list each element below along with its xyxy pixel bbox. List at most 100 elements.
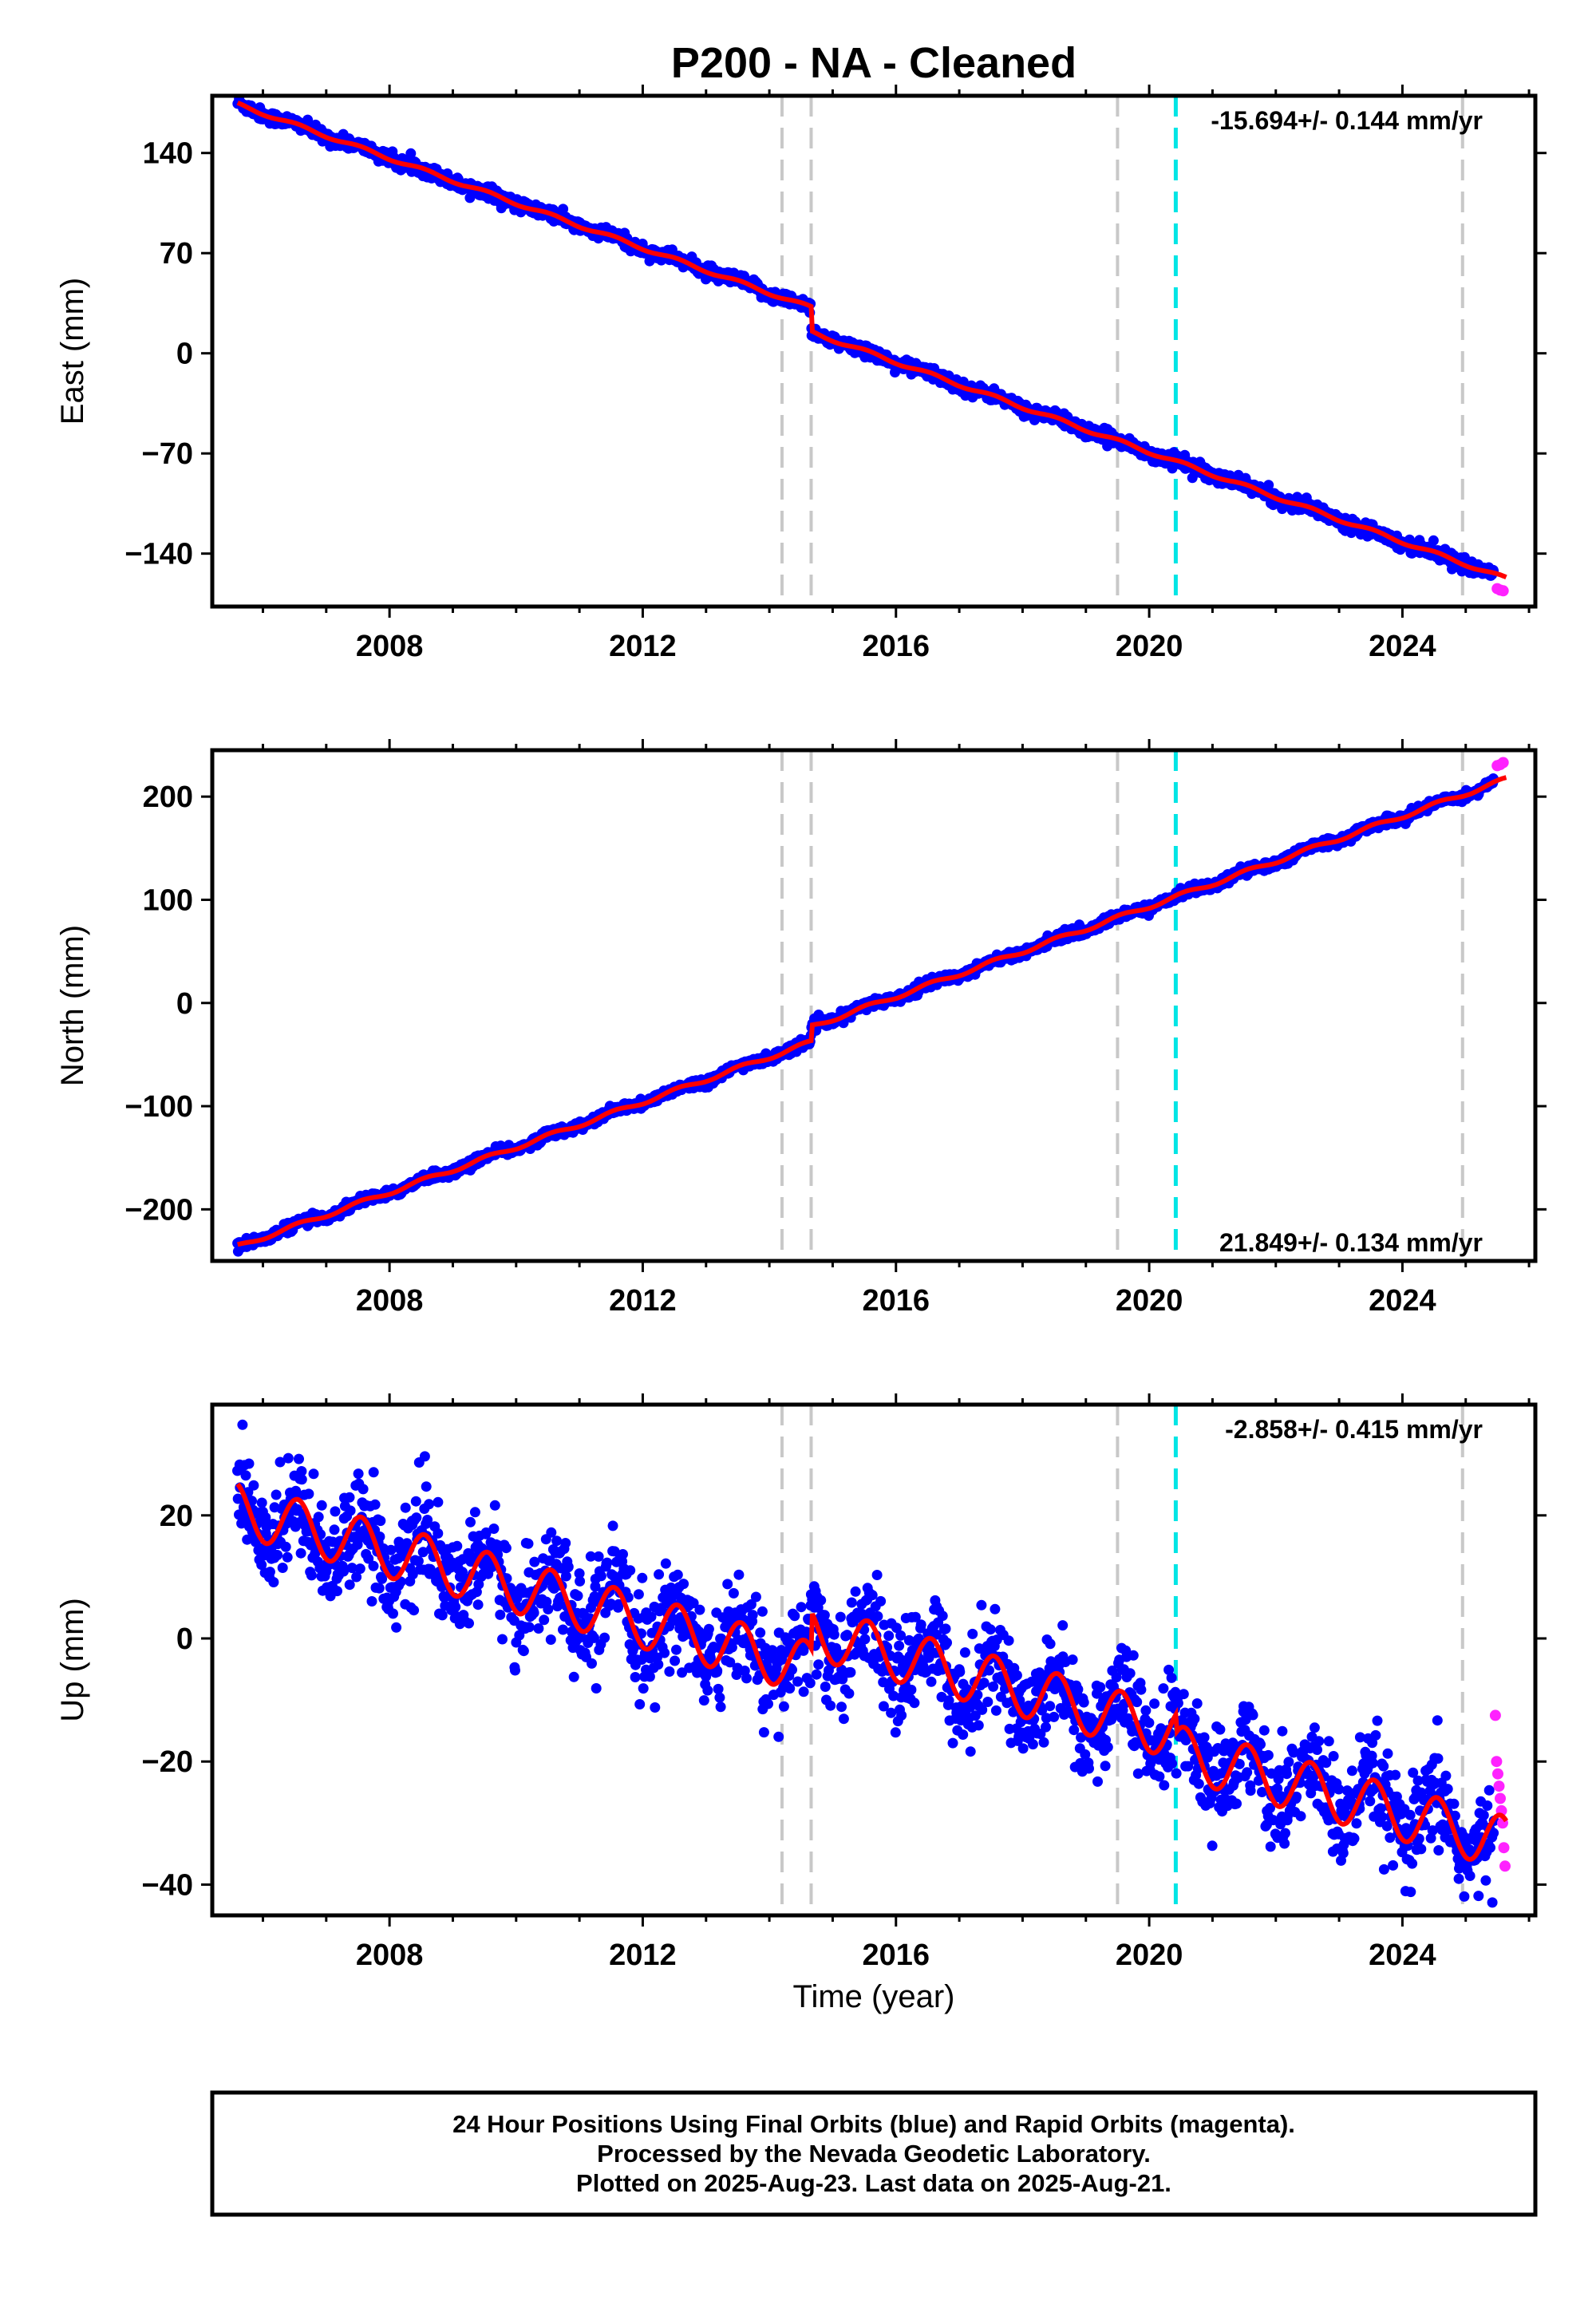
- up-data-point: [303, 1488, 314, 1500]
- up-data-point: [792, 1676, 804, 1687]
- up-data-point: [634, 1699, 646, 1709]
- figure-title: P200 - NA - Cleaned: [671, 39, 1077, 87]
- north-event-lines: [780, 750, 1464, 1261]
- up-data-point: [489, 1500, 500, 1511]
- up-data-point: [377, 1573, 388, 1584]
- up-data-point: [825, 1700, 836, 1711]
- up-data-point: [272, 1550, 283, 1560]
- up-data-point: [344, 1492, 355, 1503]
- up-data-point: [425, 1563, 436, 1575]
- up-data-point: [518, 1646, 529, 1657]
- up-data-point: [838, 1713, 849, 1725]
- up-data-point: [660, 1558, 671, 1569]
- up-data-point: [480, 1527, 492, 1538]
- east-x-tick-label: 2008: [356, 630, 424, 663]
- up-data-point: [633, 1589, 644, 1600]
- up-data-point: [358, 1484, 369, 1495]
- up-data-point: [411, 1512, 422, 1524]
- up-data-point: [243, 1458, 255, 1469]
- up-data-point: [450, 1602, 461, 1613]
- north-y-tick-label: 0: [176, 987, 193, 1021]
- up-data-point: [784, 1683, 796, 1694]
- up-data-point: [702, 1685, 713, 1696]
- up-data-point: [745, 1599, 757, 1610]
- up-data-point: [352, 1539, 363, 1550]
- up-data-point: [688, 1598, 699, 1609]
- up-data-point: [872, 1611, 883, 1622]
- up-data-point: [268, 1577, 279, 1587]
- up-data-point: [388, 1608, 398, 1619]
- up-data-point: [400, 1502, 411, 1513]
- north-rapid-points: [1491, 757, 1509, 772]
- up-data-point: [671, 1644, 681, 1655]
- north-plot-frame: [210, 748, 1538, 1263]
- up-data-point: [464, 1618, 474, 1629]
- east-y-tick-label: 70: [160, 237, 193, 271]
- up-data-point: [345, 1505, 356, 1516]
- up-data-point: [909, 1697, 920, 1709]
- up-data-point: [659, 1647, 670, 1658]
- up-data-point: [560, 1538, 571, 1548]
- up-data-point: [693, 1626, 705, 1637]
- up-data-point: [813, 1659, 824, 1670]
- up-data-point: [374, 1531, 385, 1542]
- up-data-point: [820, 1682, 831, 1692]
- up-data-point: [875, 1595, 887, 1607]
- up-data-point: [277, 1563, 288, 1573]
- up-data-point: [804, 1678, 816, 1689]
- up-data-point: [664, 1666, 675, 1677]
- up-data-point: [703, 1623, 714, 1634]
- up-data-point: [391, 1622, 402, 1633]
- up-data-point: [747, 1610, 758, 1621]
- up-data-point: [523, 1538, 534, 1549]
- up-data-point: [575, 1575, 586, 1587]
- north-x-ticks: 2008 2012 2016 2020 2024: [261, 739, 1531, 1318]
- up-data-point: [816, 1595, 827, 1606]
- up-data-point: [296, 1466, 307, 1476]
- east-rapid-points: [1491, 583, 1509, 597]
- up-data-point: [529, 1556, 540, 1567]
- up-data-point: [733, 1569, 745, 1580]
- up-data-point: [763, 1698, 773, 1709]
- up-data-point: [422, 1515, 433, 1525]
- up-data-point: [890, 1727, 901, 1738]
- up-data-point: [469, 1507, 480, 1518]
- up-data-point: [574, 1568, 585, 1579]
- up-data-point: [568, 1671, 579, 1682]
- up-data-point: [329, 1524, 340, 1535]
- up-data-point: [894, 1640, 905, 1651]
- up-data-point: [798, 1686, 809, 1697]
- up-data-point: [551, 1535, 563, 1547]
- up-data-point: [701, 1671, 712, 1682]
- up-data-point: [437, 1581, 448, 1592]
- up-data-point: [351, 1571, 362, 1583]
- up-data-point: [630, 1672, 641, 1682]
- east-rate-label: -15.694+/- 0.144 mm/yr: [1211, 106, 1483, 135]
- east-x-ticks: 2008 2012 2016 2020 2024: [261, 85, 1531, 663]
- up-data-point: [472, 1599, 484, 1611]
- up-data-point: [275, 1456, 286, 1468]
- up-data-point: [650, 1702, 661, 1713]
- up-data-point: [850, 1586, 861, 1597]
- up-data-point: [638, 1683, 649, 1694]
- up-data-point: [819, 1610, 830, 1621]
- up-data-point: [313, 1512, 324, 1523]
- east-y-tick-label: 140: [143, 137, 193, 171]
- up-data-point: [248, 1480, 259, 1491]
- up-data-point: [363, 1553, 374, 1564]
- up-data-point: [694, 1604, 705, 1615]
- up-data-point: [589, 1632, 599, 1643]
- up-data-point: [523, 1622, 535, 1633]
- up-data-point: [294, 1453, 304, 1464]
- up-data-point: [424, 1499, 435, 1510]
- up-data-point: [654, 1569, 665, 1580]
- up-data-point: [750, 1591, 761, 1603]
- up-data-point: [843, 1688, 855, 1699]
- up-data-point: [409, 1605, 420, 1616]
- up-data-point: [618, 1549, 628, 1559]
- up-data-point: [672, 1569, 683, 1580]
- up-data-point: [926, 1676, 937, 1687]
- up-data-point: [264, 1567, 275, 1578]
